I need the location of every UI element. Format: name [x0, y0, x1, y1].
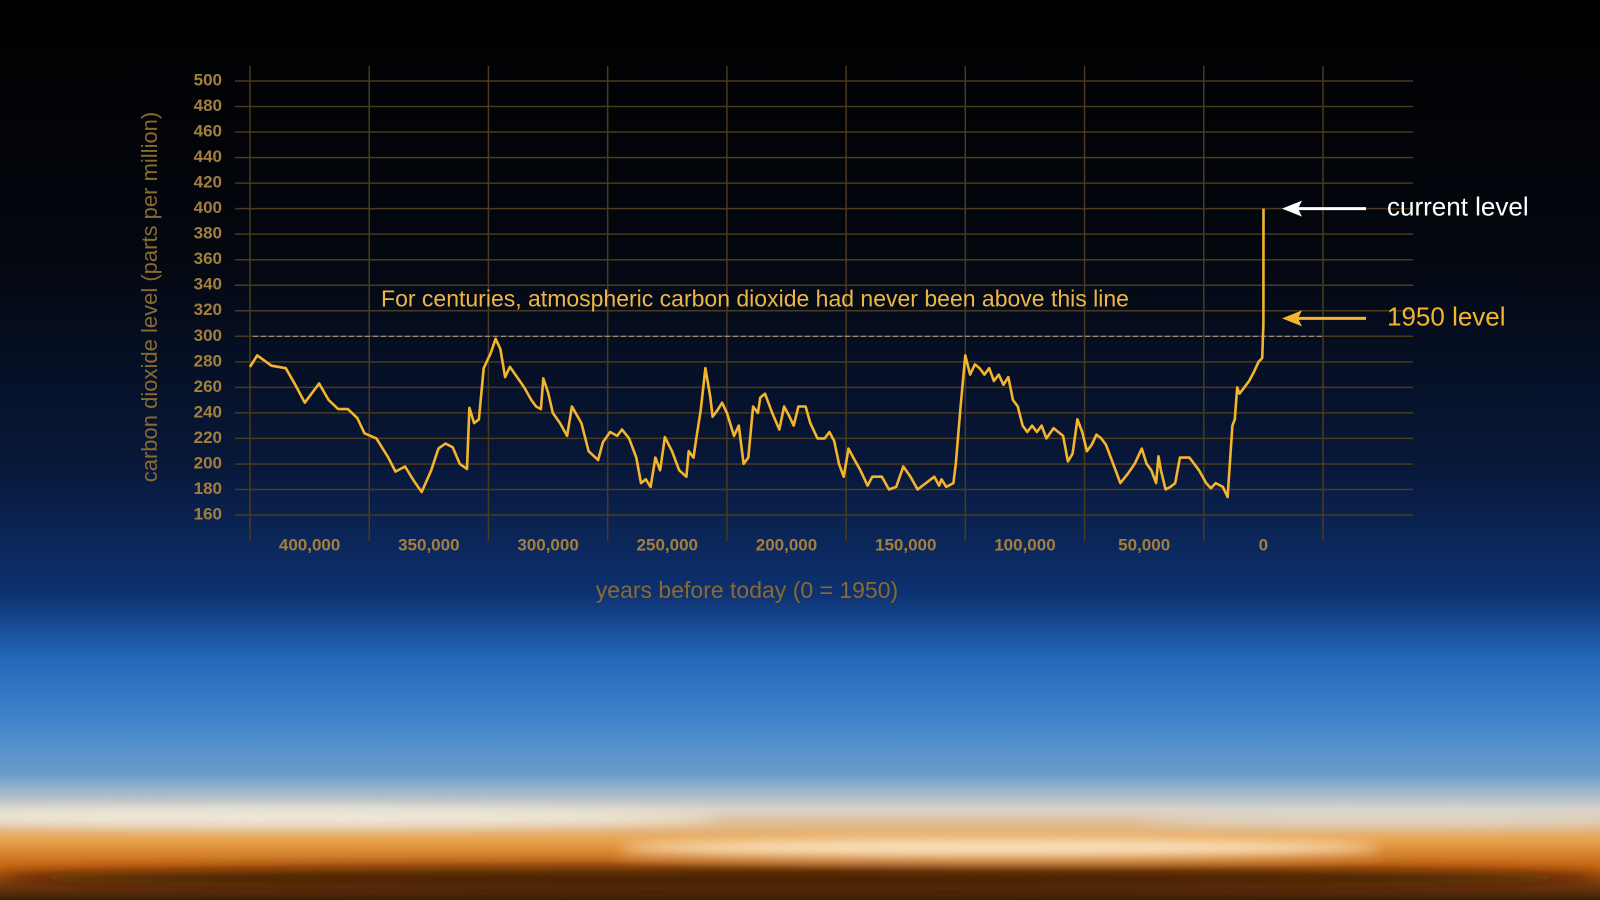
y-tick-label: 240	[194, 402, 222, 421]
y-tick-label: 180	[194, 479, 222, 498]
x-tick-label: 400,000	[279, 535, 340, 554]
annotation-label: 1950 level	[1387, 301, 1506, 331]
annotation-label: current level	[1387, 192, 1529, 222]
x-tick-label: 300,000	[517, 535, 578, 554]
data-line	[248, 208, 1265, 499]
y-tick-label: 480	[194, 96, 222, 115]
y-tick-label: 340	[194, 275, 222, 294]
y-tick-label: 300	[194, 326, 222, 345]
x-tick-label: 50,000	[1118, 535, 1170, 554]
y-tick-label: 440	[194, 147, 222, 166]
y-tick-label: 280	[194, 351, 222, 370]
y-tick-label: 260	[194, 377, 222, 396]
y-axis-title: carbon dioxide level (parts per million)	[137, 112, 162, 483]
y-tick-label: 220	[194, 428, 222, 447]
arrow-head	[1282, 310, 1302, 327]
y-tick-label: 160	[194, 504, 222, 523]
x-tick-label: 100,000	[994, 535, 1055, 554]
reference-annotation: For centuries, atmospheric carbon dioxid…	[381, 285, 1129, 311]
x-axis-title: years before today (0 = 1950)	[596, 577, 898, 603]
x-tick-label: 0	[1259, 535, 1268, 554]
x-tick-label: 200,000	[756, 535, 817, 554]
y-tick-label: 360	[194, 249, 222, 268]
y-tick-label: 320	[194, 300, 222, 319]
clouds	[0, 808, 1600, 890]
y-tick-label: 200	[194, 453, 222, 472]
y-tick-label: 420	[194, 173, 222, 192]
y-tick-label: 400	[194, 198, 222, 217]
y-tick-label: 380	[194, 224, 222, 243]
y-tick-label: 460	[194, 122, 222, 141]
arrow-head	[1282, 200, 1302, 217]
y-tick-label: 500	[194, 70, 222, 89]
x-tick-label: 350,000	[398, 535, 459, 554]
x-tick-label: 250,000	[637, 535, 698, 554]
x-tick-label: 150,000	[875, 535, 936, 554]
